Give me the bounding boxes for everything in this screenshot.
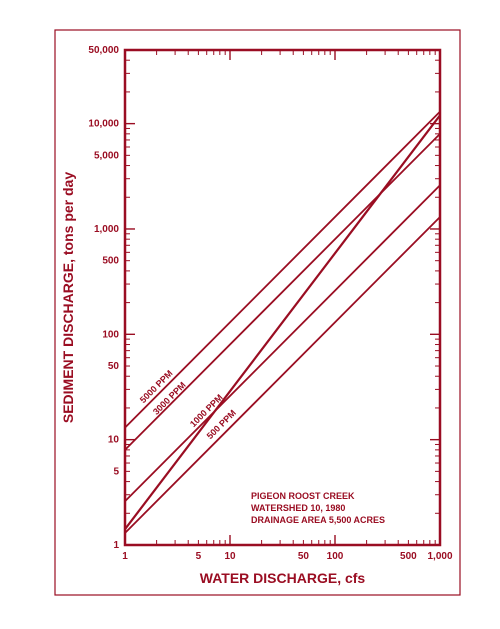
x-tick-label: 10 <box>224 551 236 562</box>
x-tick-label: 100 <box>327 551 344 562</box>
y-tick-label: 5,000 <box>94 150 119 161</box>
x-tick-label: 5 <box>196 551 202 562</box>
y-tick-label: 1,000 <box>94 224 119 235</box>
x-tick-label: 500 <box>400 551 417 562</box>
caption-line: DRAINAGE AREA 5,500 ACRES <box>251 515 385 525</box>
y-tick-label: 10,000 <box>88 119 119 130</box>
y-tick-label: 5 <box>113 466 119 477</box>
caption-line: PIGEON ROOST CREEK <box>251 491 355 501</box>
x-tick-label: 1,000 <box>427 551 452 562</box>
y-tick-label: 100 <box>102 329 119 340</box>
y-tick-label: 50 <box>108 361 120 372</box>
y-tick-label: 500 <box>102 256 119 267</box>
x-tick-label: 50 <box>298 551 310 562</box>
y-tick-label: 10 <box>108 435 120 446</box>
sediment-discharge-chart: 1 5 10 50 100 500 1,000 1 5 10 50 100 500 1,000 5,000 1… <box>0 0 500 629</box>
y-tick-label: 50,000 <box>88 45 119 56</box>
caption-line: WATERSHED 10, 1980 <box>251 503 345 513</box>
x-tick-label: 1 <box>122 551 128 562</box>
y-tick-label: 1 <box>113 540 119 551</box>
x-axis-title: WATER DISCHARGE, cfs <box>200 570 366 586</box>
y-axis-title: SEDIMENT DISCHARGE, tons per day <box>60 172 76 423</box>
